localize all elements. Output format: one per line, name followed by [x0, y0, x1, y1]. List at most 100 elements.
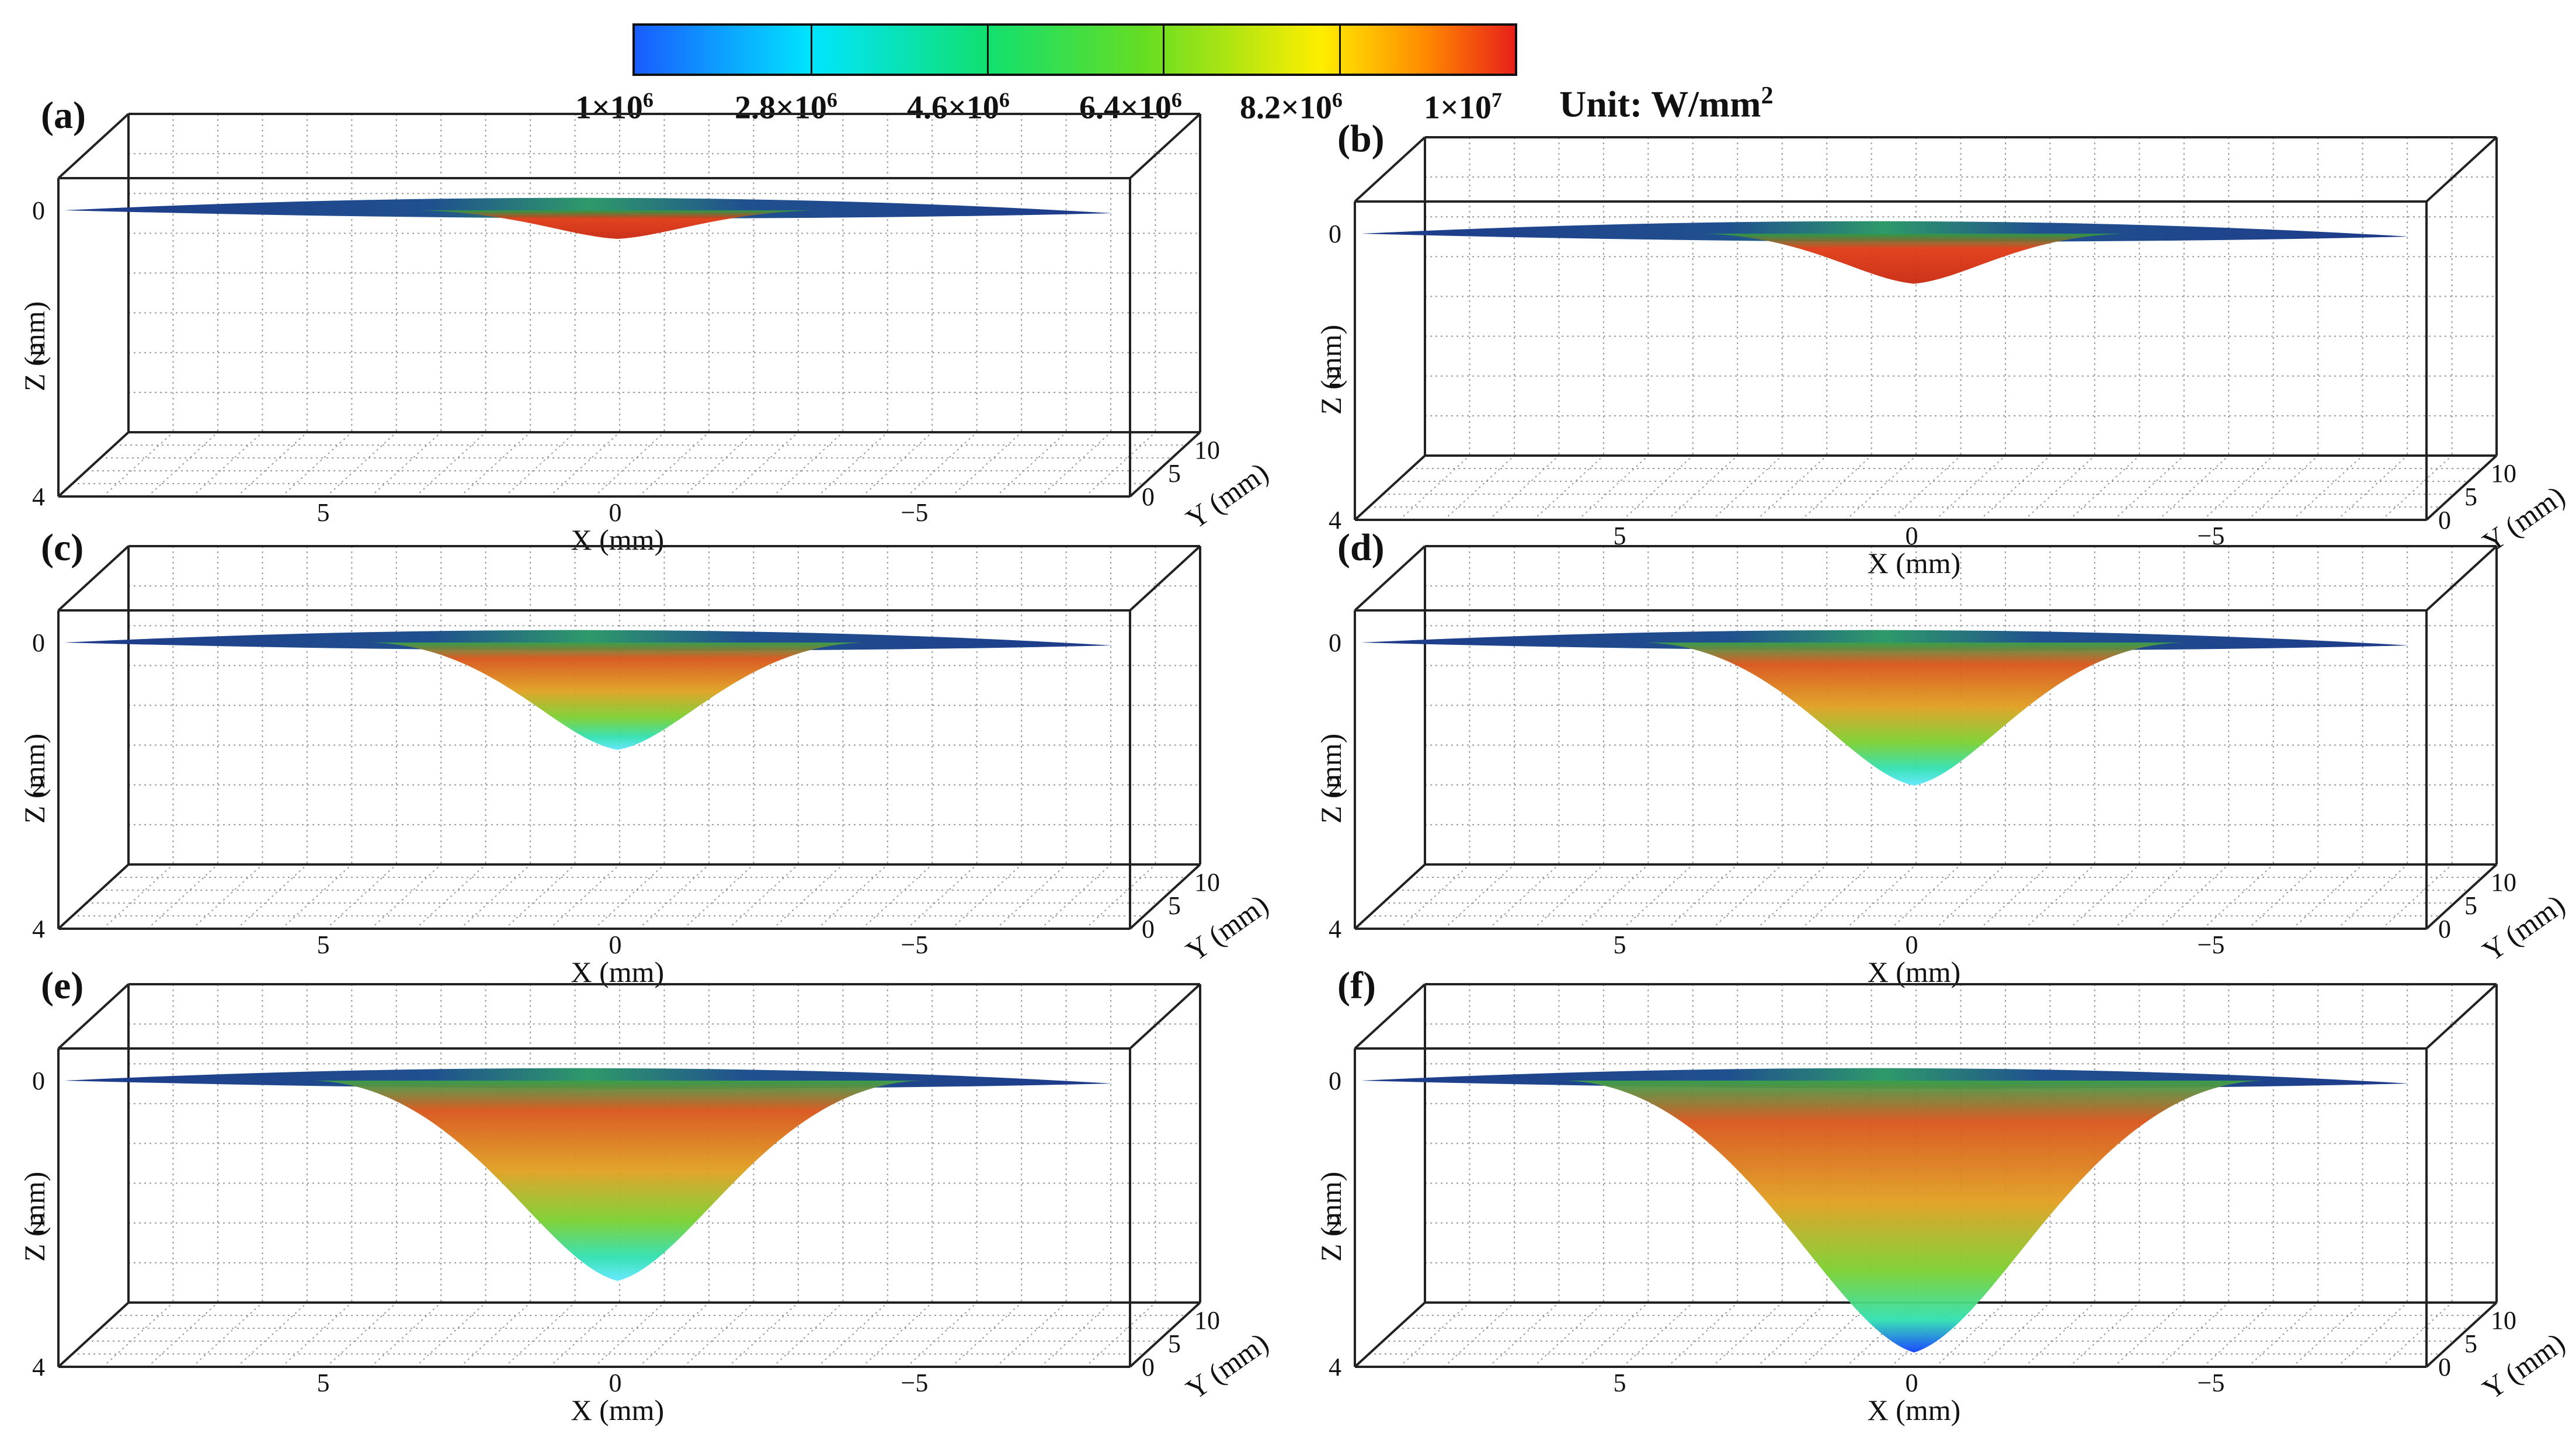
y-tick-label: 10	[2491, 459, 2516, 488]
grid-line	[102, 432, 174, 497]
grid-line	[281, 864, 352, 929]
grid-line	[1800, 455, 1872, 520]
grid-line	[1444, 864, 1515, 929]
box-edge	[2425, 863, 2498, 930]
colorbar-label: 2.8×106	[735, 88, 837, 126]
grid-line	[1935, 864, 2006, 929]
colorbar-label: 6.4×106	[1079, 88, 1182, 126]
colorbar-divider	[1339, 26, 1341, 74]
box-edge	[57, 1301, 130, 1368]
melt-pool-3d-plot	[1354, 136, 2498, 521]
x-tick-label: −5	[2197, 930, 2225, 959]
grid-line	[1040, 1302, 1111, 1367]
grid-line	[415, 864, 486, 929]
grid-line	[683, 1302, 755, 1367]
x-tick-label: 5	[317, 930, 330, 959]
grid-line	[593, 432, 665, 497]
grid-line	[237, 1302, 308, 1367]
box-edge	[2425, 545, 2498, 612]
box-edge	[2425, 136, 2498, 203]
grid-line	[593, 864, 665, 929]
melt-pool-3d-plot	[1354, 983, 2498, 1368]
grid-line	[281, 1302, 352, 1367]
colorbar-label: 4.6×106	[907, 88, 1010, 126]
grid-lines	[72, 546, 1200, 929]
x-tick-label: −5	[2197, 1369, 2225, 1397]
grid-line	[147, 432, 218, 497]
y-tick-label: 5	[2464, 891, 2477, 920]
grid-line	[549, 432, 620, 497]
grid-line	[1577, 1302, 1649, 1367]
melt-pool-top-surface	[64, 630, 1113, 651]
grid-line	[549, 864, 620, 929]
melt-pool-top-surface	[1361, 221, 2409, 242]
grid-line	[906, 1302, 978, 1367]
x-tick-label: 5	[1613, 1369, 1626, 1397]
grid-line	[2024, 864, 2095, 929]
grid-line	[415, 432, 486, 497]
box-edge	[1129, 983, 1201, 1050]
panel-f: (f) Z (mm) 0 2 4 5 0 −5 X (mm) 0 5 10 Y (mm)	[1314, 964, 2576, 1426]
grid-line	[683, 432, 755, 497]
grid-line	[1488, 864, 1560, 929]
grid-lines	[1369, 984, 2497, 1367]
grid-line	[1667, 455, 1738, 520]
grid-line	[460, 432, 531, 497]
grid-line	[2247, 864, 2318, 929]
grid-line	[1756, 1302, 1827, 1367]
box-edge	[2425, 454, 2498, 521]
panel-label: (c)	[41, 526, 84, 569]
y-tick-label: 5	[1168, 891, 1181, 920]
panel-b: (b) Z (mm) 0 2 4 5 0 −5 X (mm) 0 5 10 Y (mm)	[1314, 117, 2576, 579]
grid-line	[281, 432, 352, 497]
melt-pool-3d-plot	[1354, 545, 2498, 930]
grid-line	[906, 864, 978, 929]
grid-line	[2113, 455, 2185, 520]
grid-line	[995, 432, 1067, 497]
grid-line	[102, 864, 174, 929]
box-edge	[57, 983, 130, 1050]
grid-line	[593, 1302, 665, 1367]
grid-line	[2381, 864, 2453, 929]
grid-line	[192, 432, 263, 497]
y-tick-label: 0	[2438, 506, 2451, 534]
x-axis-label: X (mm)	[1867, 956, 1961, 988]
grid-line	[2158, 455, 2229, 520]
box-edge	[1354, 136, 1426, 203]
grid-line	[861, 432, 933, 497]
grid-line	[772, 1302, 844, 1367]
grid-line	[2247, 1302, 2318, 1367]
x-tick-label: 5	[317, 1369, 330, 1397]
box-edge	[57, 431, 130, 498]
grid-line	[326, 864, 397, 929]
y-tick-label: 10	[2491, 868, 2516, 897]
y-tick-label: 0	[1142, 482, 1155, 511]
grid-line	[1800, 1302, 1872, 1367]
z-tick-label: 2	[1329, 363, 1341, 391]
grid-line	[504, 864, 576, 929]
x-tick-label: 0	[1905, 1369, 1918, 1397]
z-tick-label: 4	[32, 1353, 45, 1381]
grid-line	[237, 864, 308, 929]
grid-line	[638, 864, 710, 929]
grid-line	[2292, 455, 2363, 520]
y-tick-label: 0	[1142, 915, 1155, 943]
grid-line	[2069, 455, 2140, 520]
grid-line	[861, 864, 933, 929]
panel-label: (a)	[41, 94, 86, 137]
grid-line	[1800, 864, 1872, 929]
grid-line	[370, 864, 441, 929]
grid-line	[2158, 864, 2229, 929]
grid-line	[1622, 455, 1694, 520]
grid-line	[2381, 455, 2453, 520]
grid-line	[1890, 455, 1962, 520]
grid-line	[1399, 1302, 1470, 1367]
z-tick-label: 4	[1329, 506, 1341, 534]
grid-line	[1444, 455, 1515, 520]
z-tick-label: 2	[1329, 772, 1341, 800]
panel-label: (e)	[41, 964, 84, 1007]
grid-line	[192, 1302, 263, 1367]
grid-line	[1979, 455, 2051, 520]
grid-line	[415, 1302, 486, 1367]
grid-line	[1399, 455, 1470, 520]
